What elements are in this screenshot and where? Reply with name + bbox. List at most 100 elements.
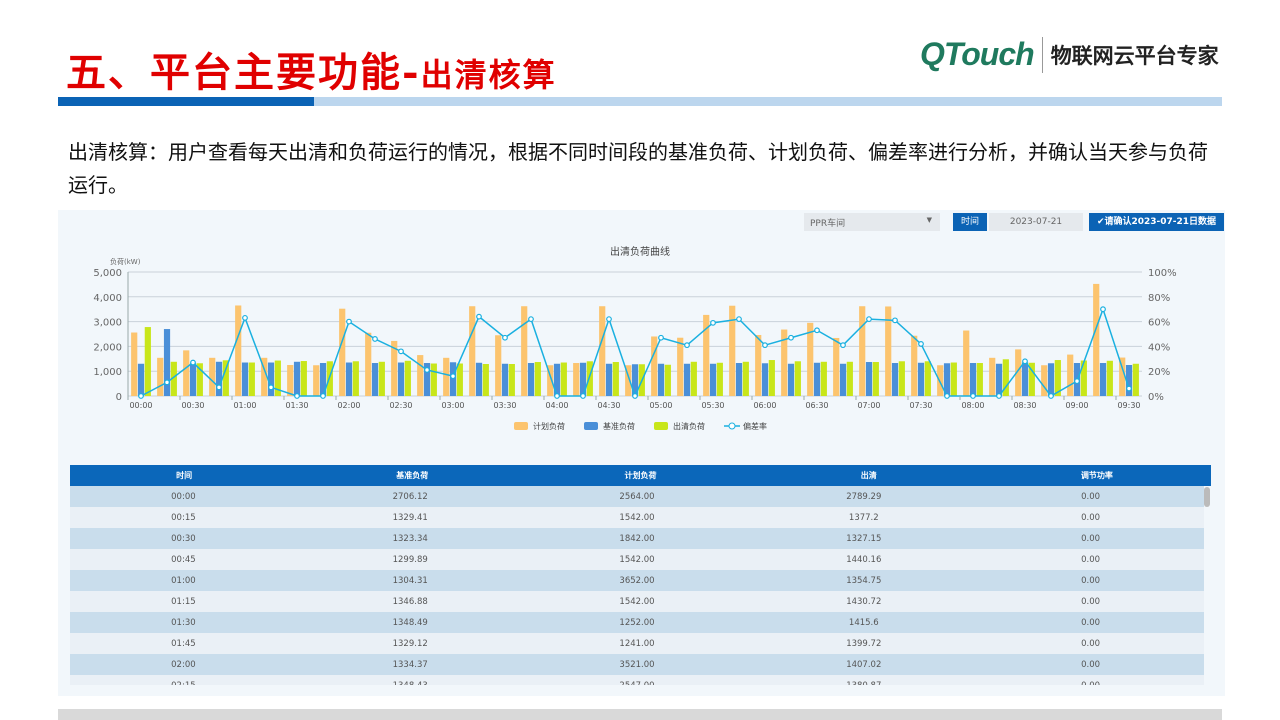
workshop-value: PPR车间	[810, 219, 846, 229]
bar-planned	[963, 330, 970, 396]
bar-baseline	[1125, 365, 1133, 396]
bar-cleared	[378, 361, 385, 396]
y-tick-label: 2,000	[93, 342, 122, 353]
slide-title: 五、平台主要功能-出清核算	[66, 40, 557, 98]
legend-swatch	[584, 422, 598, 430]
bar-cleared	[820, 361, 827, 396]
clearing-table: 时间 基准负荷 计划负荷 出清 调节功率 00:00 2706.12 2564.00 2789…	[70, 465, 1211, 685]
y2-tick-label: 40%	[1148, 342, 1170, 353]
bar-baseline	[839, 363, 847, 396]
x-tick-label: 05:00	[649, 401, 672, 410]
table-cell: 1299.89	[392, 554, 428, 565]
table-row[interactable]: 01:45 1329.12 1241.00 1399.72 0.00	[70, 633, 1204, 654]
bar-baseline	[553, 363, 561, 396]
x-tick-label: 07:00	[857, 401, 880, 410]
date-input[interactable]: 2023-07-21	[989, 213, 1083, 231]
bar-cleared	[248, 362, 255, 396]
table-cell: 3521.00	[619, 659, 655, 670]
y-tick-label: 4,000	[93, 293, 122, 304]
table-row[interactable]: 02:151348.432547.001380.870.00	[70, 675, 1204, 685]
bar-planned	[859, 306, 866, 396]
y-tick-label: 3,000	[93, 318, 122, 329]
x-tick-label: 09:00	[1065, 401, 1088, 410]
table-cell: 0.00	[1081, 659, 1101, 670]
bar-cleared	[716, 362, 723, 396]
column-header: 出清	[860, 471, 877, 480]
deviation-point	[346, 318, 352, 325]
bar-cleared	[300, 361, 307, 396]
time-label: 时间	[953, 213, 987, 231]
bar-cleared	[924, 361, 931, 396]
table-cell: 0.00	[1081, 617, 1101, 628]
bar-cleared	[404, 360, 411, 396]
table-row[interactable]: 00:15 1329.41 1542.00 1377.2 0.00	[70, 507, 1204, 528]
bar-baseline	[683, 363, 691, 396]
deviation-point	[710, 319, 716, 326]
table-body[interactable]: 00:00 2706.12 2564.00 2789.29 0.00 00:15 1329.…	[70, 486, 1211, 685]
table-cell: 1440.16	[846, 554, 882, 565]
table-row[interactable]: 00:45 1299.89 1542.00 1440.16 0.00	[70, 549, 1204, 570]
deviation-point	[606, 316, 612, 323]
bar-baseline	[163, 329, 171, 396]
bar-planned	[209, 357, 216, 396]
caret-down-icon: ▼	[926, 216, 932, 224]
bar-cleared	[196, 363, 203, 396]
x-tick-label: 04:30	[597, 401, 620, 410]
deviation-point	[554, 393, 560, 399]
table-cell: 1252.00	[619, 617, 655, 628]
x-tick-label: 03:00	[441, 401, 464, 410]
bar-planned	[287, 365, 294, 396]
table-row[interactable]: 01:15 1346.88 1542.00 1430.72 0.00	[70, 591, 1204, 612]
x-tick-label: 09:30	[1117, 401, 1140, 410]
deviation-point	[840, 342, 846, 349]
table-row[interactable]: 00:30 1323.34 1842.00 1327.15 0.00	[70, 528, 1204, 549]
bar-cleared	[1002, 359, 1009, 396]
bar-baseline	[345, 362, 353, 396]
legend-label: 基准负荷	[603, 421, 635, 431]
deviation-point	[580, 393, 586, 399]
bar-planned	[703, 314, 710, 396]
table-cell: 2706.12	[392, 491, 428, 502]
table-row[interactable]: 01:00 1304.31 3652.00 1354.75 0.00	[70, 570, 1204, 591]
bar-baseline	[449, 362, 457, 396]
table-row[interactable]: 02:00 1334.37 3521.00 1407.02 0.00	[70, 654, 1204, 675]
bar-cleared	[1054, 360, 1061, 396]
table-row[interactable]: 01:30 1348.49 1252.00 1415.6 0.00	[70, 612, 1204, 633]
table-cell: 1327.15	[846, 533, 882, 544]
bar-baseline	[475, 362, 483, 396]
bar-cleared	[690, 361, 697, 396]
column-header: 基准负荷	[396, 471, 429, 480]
bar-baseline	[189, 363, 197, 396]
table-cell: 0.00	[1081, 638, 1101, 649]
bar-planned	[755, 334, 762, 396]
workshop-select[interactable]: PPR车间 ▼	[804, 213, 940, 231]
bar-cleared	[170, 361, 177, 396]
bar-planned	[1093, 283, 1100, 396]
description: 出清核算：用户查看每天出清和负荷运行的情况，根据不同时间段的基准负荷、计划负荷、…	[68, 140, 1208, 197]
bar-cleared	[768, 360, 775, 396]
table-row[interactable]: 00:00 2706.12 2564.00 2789.29 0.00	[70, 486, 1204, 507]
bar-cleared	[352, 361, 359, 396]
x-tick-label: 02:00	[337, 401, 360, 410]
deviation-point	[866, 316, 872, 323]
table-cell: 1348.49	[392, 617, 428, 628]
table-cell: 1399.72	[846, 638, 882, 649]
table-cell: 00:15	[171, 512, 196, 523]
confirm-data-button[interactable]: ✔请确认2023-07-21日数据	[1089, 213, 1224, 231]
bar-planned	[729, 305, 736, 396]
x-tick-label: 08:00	[961, 401, 984, 410]
table-cell: 1334.37	[392, 659, 428, 670]
scrollbar[interactable]	[1204, 487, 1210, 507]
bar-planned	[157, 357, 164, 396]
bar-planned	[573, 363, 580, 396]
x-tick-label: 01:30	[285, 401, 308, 410]
logo-divider	[1041, 36, 1043, 73]
deviation-point	[502, 334, 508, 341]
deviation-point	[1022, 358, 1028, 365]
deviation-point	[788, 334, 794, 341]
bar-planned	[313, 365, 320, 396]
y-tick-label: 0	[116, 392, 122, 403]
bar-baseline	[917, 362, 925, 396]
bar-cleared	[534, 362, 541, 396]
bar-cleared	[1132, 363, 1139, 396]
